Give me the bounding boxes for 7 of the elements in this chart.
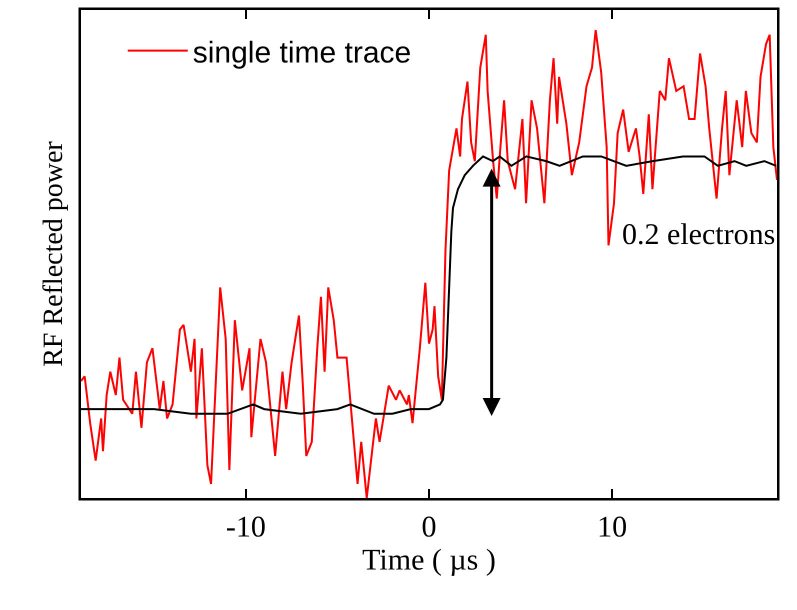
annotation: 0.2 electrons: [622, 218, 776, 251]
x-tick-label: 0: [422, 510, 436, 544]
x-tick-label: -10: [226, 510, 266, 544]
y-axis-title: RF Reflected power: [38, 140, 69, 367]
legend-label: single time trace: [192, 36, 412, 70]
x-axis-title: Time ( µs ): [362, 544, 496, 576]
x-tick-label: 10: [597, 510, 628, 544]
